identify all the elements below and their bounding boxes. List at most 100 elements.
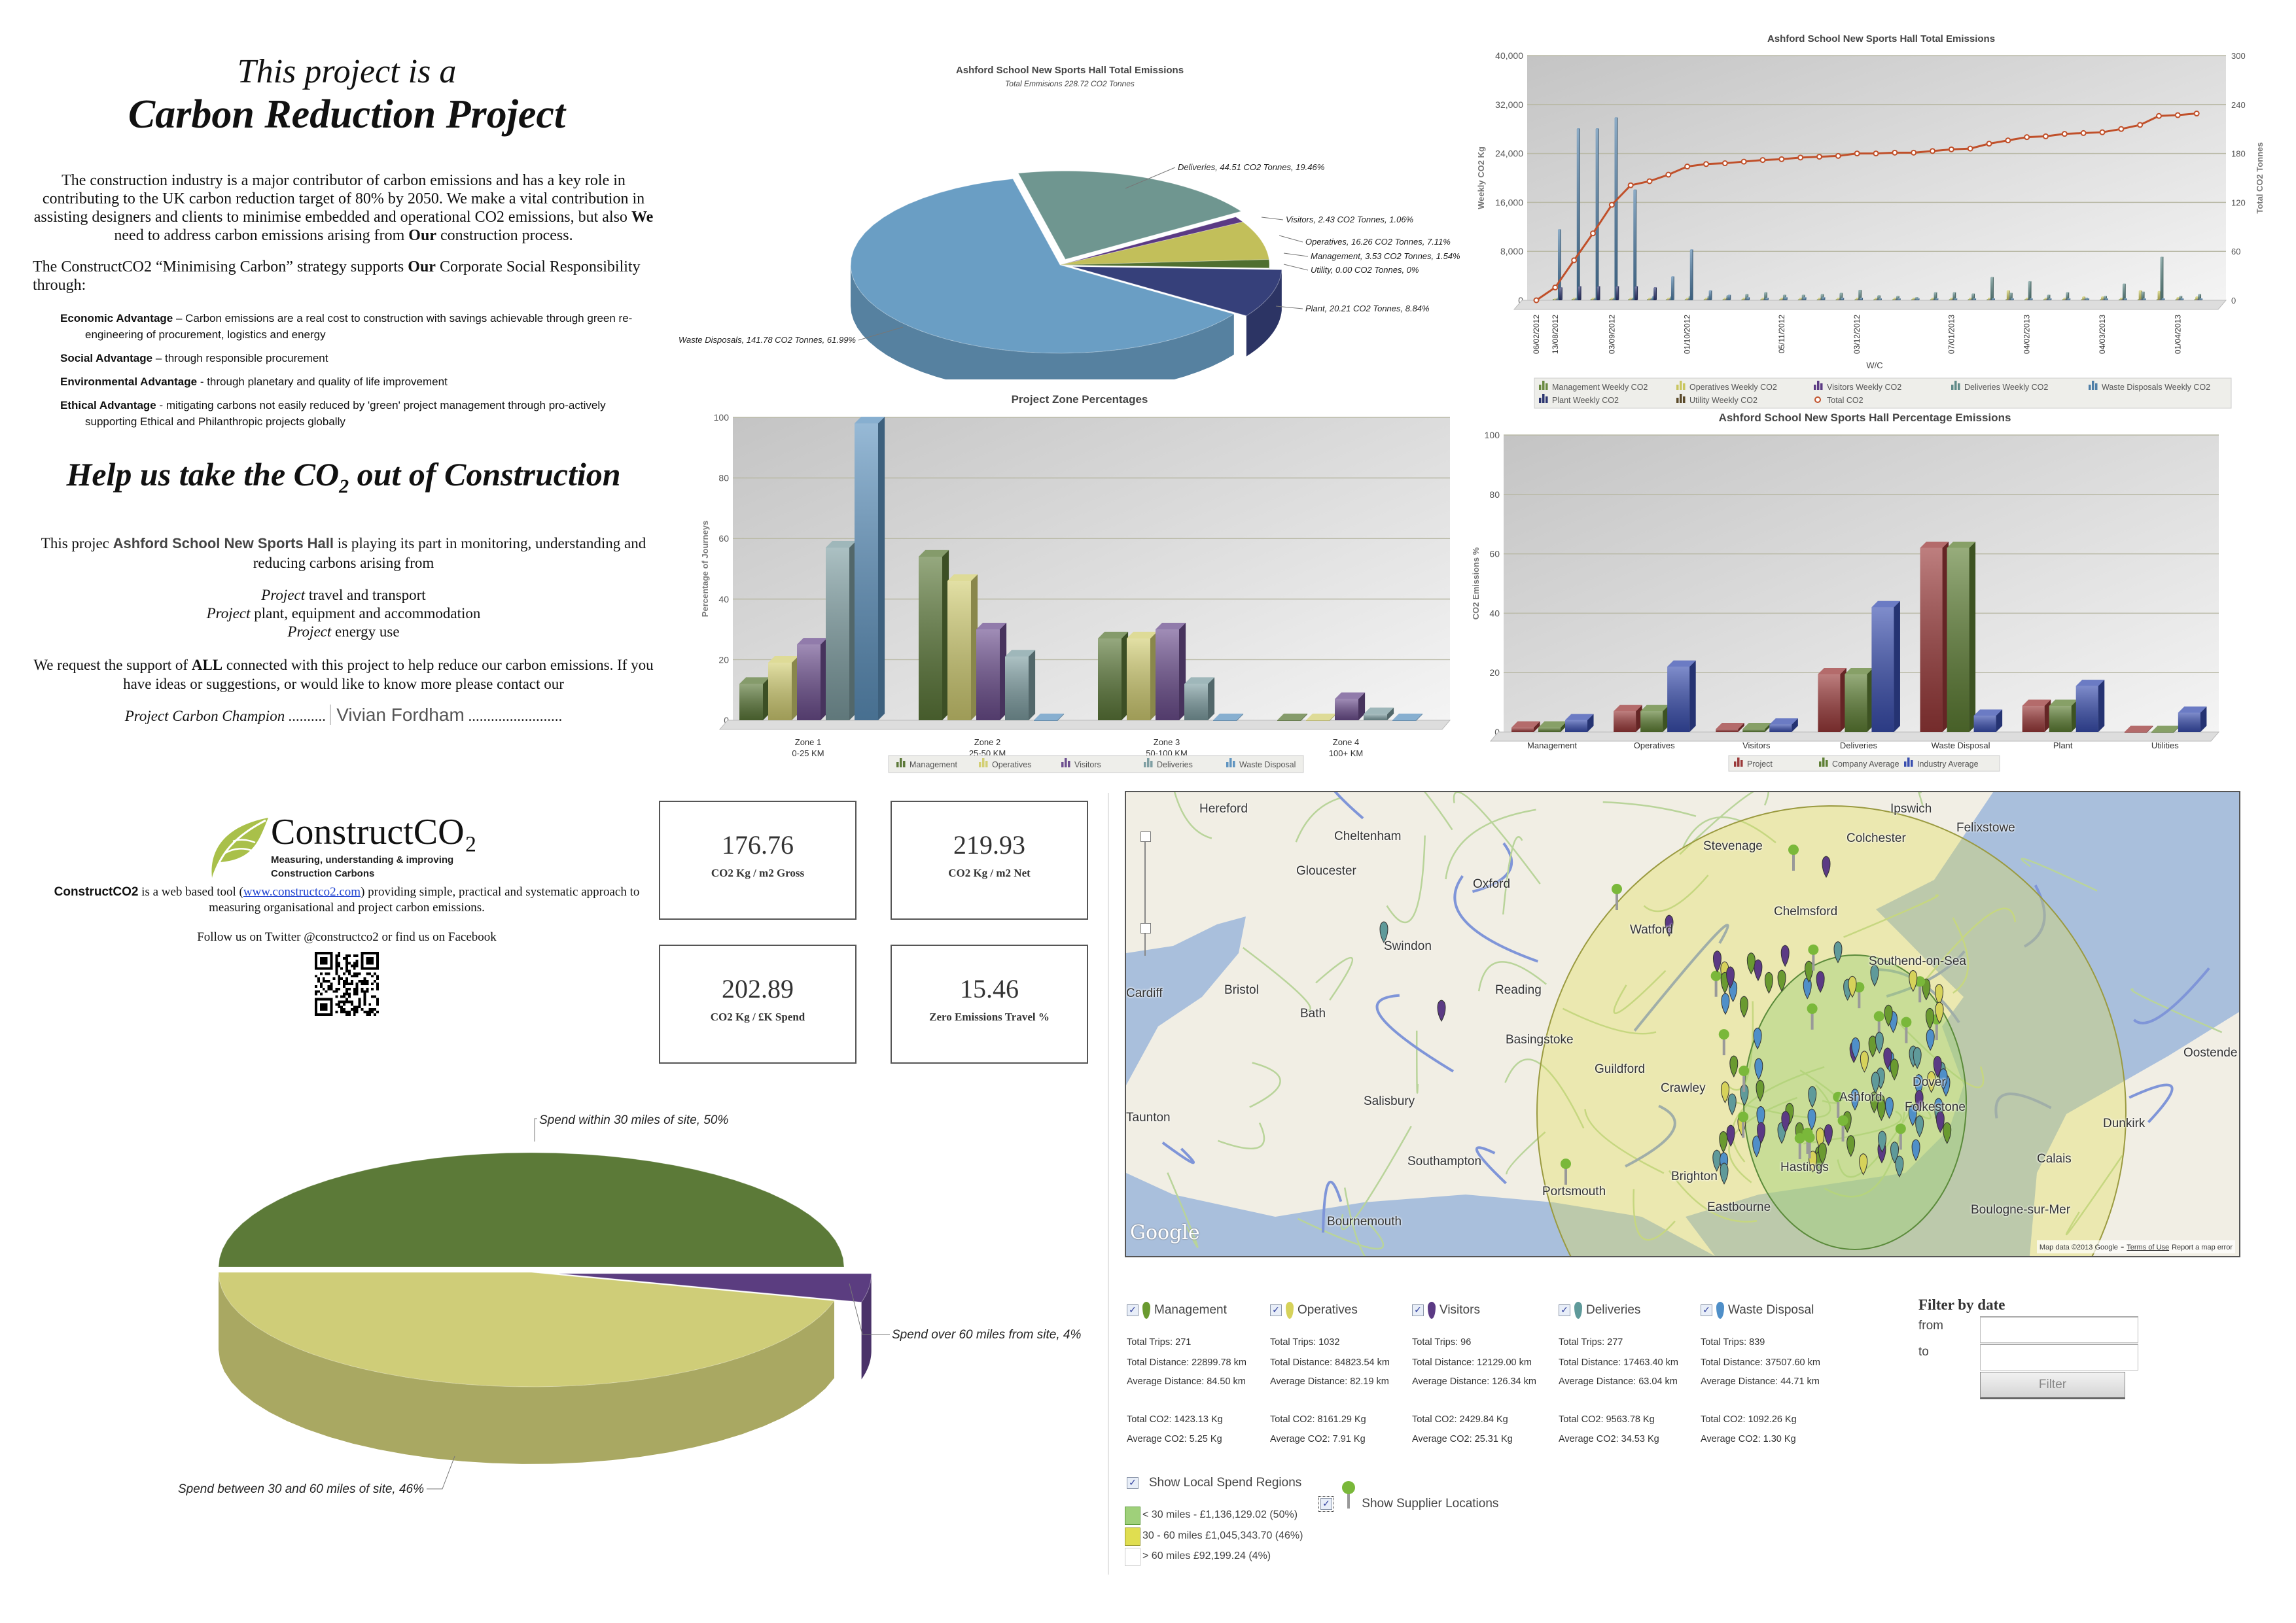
pie-slice-waste-disposals[interactable] xyxy=(850,178,1235,354)
checkbox[interactable]: ✓ xyxy=(1127,1304,1139,1316)
map-pin-deliveries[interactable] xyxy=(1808,1086,1817,1108)
map-pin-supplier[interactable] xyxy=(1718,1029,1729,1056)
map-pin-operatives[interactable] xyxy=(1927,1071,1936,1093)
map-pin-management[interactable] xyxy=(1739,996,1748,1018)
map-pin-waste-disposal[interactable] xyxy=(1915,1073,1924,1096)
map-pin-management[interactable] xyxy=(1756,1079,1765,1102)
pie-slice-visitors[interactable] xyxy=(1059,217,1244,266)
map-pin-management[interactable] xyxy=(1890,1058,1899,1081)
map-pin-visitors[interactable] xyxy=(1726,1125,1735,1147)
map-pin-operatives[interactable] xyxy=(1909,969,1918,992)
map-pin-supplier[interactable] xyxy=(1738,1111,1749,1138)
map-pin-supplier[interactable] xyxy=(1788,845,1799,871)
map-pin-supplier[interactable] xyxy=(1739,1065,1750,1092)
checkbox[interactable]: ✓ xyxy=(1318,1495,1334,1512)
map-pin-operatives[interactable] xyxy=(1935,1002,1944,1024)
checkbox[interactable]: ✓ xyxy=(1701,1304,1712,1316)
map-pin-deliveries[interactable] xyxy=(1895,1155,1904,1178)
website-link[interactable]: www.constructco2.com xyxy=(243,885,361,899)
legend-item[interactable]: Visitors Weekly CO2 xyxy=(1814,381,1901,392)
legend-item[interactable]: Waste Disposals Weekly CO2 xyxy=(2089,381,2210,392)
map-pin-supplier[interactable] xyxy=(1833,1091,1844,1118)
pie-slice-spend-within-30-miles-of-site[interactable] xyxy=(218,1152,845,1268)
checkbox[interactable]: ✓ xyxy=(1270,1304,1282,1316)
map-pin-supplier[interactable] xyxy=(1807,1003,1818,1030)
map-pin-deliveries[interactable] xyxy=(1875,1032,1884,1054)
zoom-slider[interactable] xyxy=(1140,831,1151,956)
map-pin-deliveries[interactable] xyxy=(1727,1093,1737,1115)
map-pin-operatives[interactable] xyxy=(1860,1051,1869,1073)
legend-item[interactable]: Company Average xyxy=(1819,758,1899,769)
map-pin-visitors[interactable] xyxy=(1933,1055,1942,1078)
map-pin-management[interactable] xyxy=(1805,960,1814,983)
category-toggle-waste-disposal[interactable]: ✓ Waste Disposal xyxy=(1701,1302,1814,1319)
map-canvas[interactable] xyxy=(1126,792,2239,1256)
map-pin-management[interactable] xyxy=(1925,1007,1934,1030)
map-pin-supplier[interactable] xyxy=(1895,1123,1906,1150)
map-pin-visitors[interactable] xyxy=(1816,971,1825,993)
map-pin-deliveries[interactable] xyxy=(1890,1142,1899,1164)
map-pin-operatives[interactable] xyxy=(1848,975,1857,998)
category-toggle-management[interactable]: ✓ Management xyxy=(1127,1302,1227,1319)
map-pin-visitors[interactable] xyxy=(1712,951,1722,973)
show-suppliers-toggle[interactable]: ✓ Show Supplier Locations xyxy=(1318,1480,1498,1512)
map-pin-operatives[interactable] xyxy=(1859,1153,1868,1176)
map-pin-waste-disposal[interactable] xyxy=(1756,1106,1765,1128)
pie-slice-deliveries[interactable] xyxy=(1017,170,1243,260)
qr-code-icon[interactable] xyxy=(312,952,381,1016)
map-pin-management[interactable] xyxy=(1943,1122,1952,1144)
map-pin-management[interactable] xyxy=(1884,1004,1893,1027)
map-pin-waste-disposal[interactable] xyxy=(1911,1139,1920,1161)
map-pin-supplier[interactable] xyxy=(1561,1159,1571,1185)
map-pin-waste-disposal[interactable] xyxy=(1721,992,1730,1015)
checkbox[interactable]: ✓ xyxy=(1559,1304,1570,1316)
map-pin-management[interactable] xyxy=(1746,952,1756,975)
map-pin-management[interactable] xyxy=(1719,1131,1728,1153)
map-pin-visitors[interactable] xyxy=(1822,856,1831,879)
legend-item[interactable]: Plant Weekly CO2 xyxy=(1539,394,1619,405)
map-pin-waste-disposal[interactable] xyxy=(1851,1037,1860,1060)
legend-item[interactable]: Deliveries xyxy=(1144,758,1193,769)
map-pin-supplier[interactable] xyxy=(1808,944,1819,971)
map-pin-deliveries[interactable] xyxy=(1870,964,1879,987)
legend-item[interactable]: Management Weekly CO2 xyxy=(1539,381,1648,392)
map-pin-supplier[interactable] xyxy=(1804,1132,1815,1159)
report-error-link[interactable]: Report a map error xyxy=(2172,1244,2233,1251)
checkbox[interactable]: ✓ xyxy=(1127,1476,1139,1489)
map-pin-waste-disposal[interactable] xyxy=(1807,1108,1816,1131)
terms-link[interactable]: Terms of Use xyxy=(2127,1244,2170,1251)
map-pin-deliveries[interactable] xyxy=(1878,1130,1887,1153)
map-pin-management[interactable] xyxy=(1868,1036,1877,1058)
map-pin-visitors[interactable] xyxy=(1665,915,1674,937)
map-pin-waste-disposal[interactable] xyxy=(1908,1104,1917,1126)
map-pin-visitors[interactable] xyxy=(1757,1122,1766,1144)
map-pin-visitors[interactable] xyxy=(1915,1090,1924,1112)
map-pin-management[interactable] xyxy=(1777,969,1786,992)
map-pin-supplier[interactable] xyxy=(1612,884,1622,910)
from-date-input[interactable] xyxy=(1980,1316,2138,1343)
map-pin-deliveries[interactable] xyxy=(1833,941,1843,964)
pie-slice-spend-over-60-miles-from-site[interactable] xyxy=(558,1273,872,1302)
map-pin-visitors[interactable] xyxy=(1883,1047,1892,1070)
map-pin-management[interactable] xyxy=(1877,1099,1886,1121)
legend-item[interactable]: Project xyxy=(1734,758,1773,769)
map-pin-waste-disposal[interactable] xyxy=(1752,1135,1761,1158)
map-pin-supplier[interactable] xyxy=(1837,1115,1848,1142)
legend-item[interactable]: Industry Average xyxy=(1904,758,1979,769)
legend-item[interactable]: Operatives xyxy=(979,758,1031,769)
map-pin-waste-disposal[interactable] xyxy=(1850,1089,1860,1111)
map-pin-waste-disposal[interactable] xyxy=(1753,1027,1762,1050)
map-pin-supplier[interactable] xyxy=(1794,1133,1805,1160)
map-pin-visitors[interactable] xyxy=(1824,1124,1833,1146)
pie-slice-management[interactable] xyxy=(1059,259,1270,269)
category-toggle-operatives[interactable]: ✓ Operatives xyxy=(1270,1302,1358,1319)
map-pin-deliveries[interactable] xyxy=(1871,1072,1880,1094)
map-pin-management[interactable] xyxy=(1729,1055,1739,1077)
checkbox[interactable]: ✓ xyxy=(1412,1304,1424,1316)
map-pin-waste-disposal[interactable] xyxy=(1754,1058,1763,1080)
pie-slice-operatives[interactable] xyxy=(1059,221,1269,266)
map-pin-visitors[interactable] xyxy=(1781,1111,1790,1133)
map-pin-deliveries[interactable] xyxy=(1913,1047,1922,1070)
map-pin-visitors[interactable] xyxy=(1726,966,1735,988)
pie-slice-plant[interactable] xyxy=(1072,266,1282,317)
